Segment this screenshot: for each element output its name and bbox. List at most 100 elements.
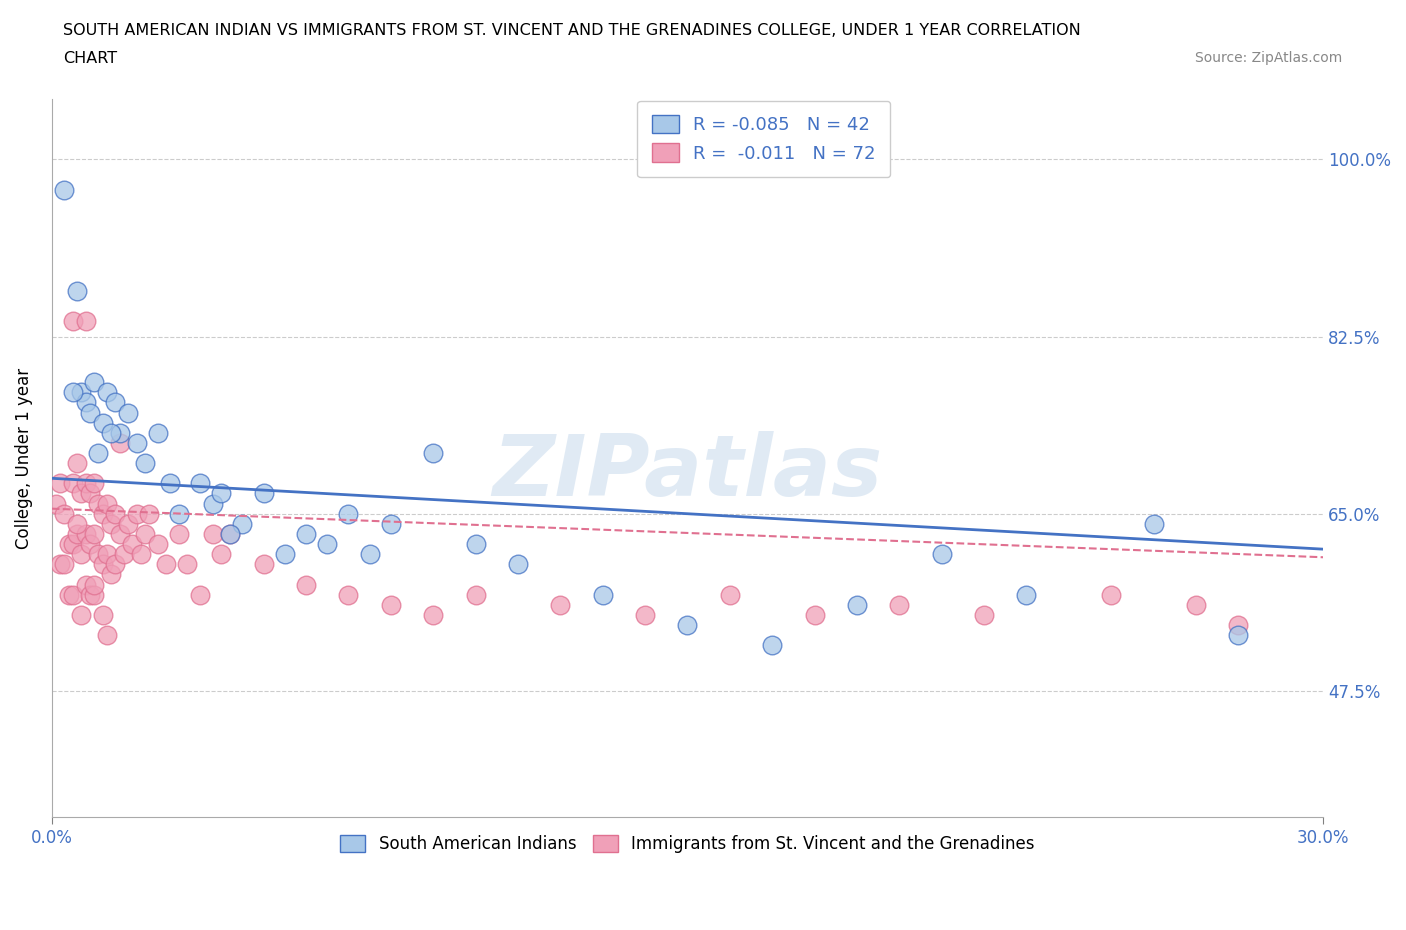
- Point: [253, 557, 276, 572]
- Point: [104, 557, 127, 572]
- Point: [274, 547, 297, 562]
- Point: [96, 497, 118, 512]
- Point: [108, 526, 131, 541]
- Point: [188, 476, 211, 491]
- Point: [121, 537, 143, 551]
- Point: [91, 607, 114, 622]
- Point: [83, 375, 105, 390]
- Text: Source: ZipAtlas.com: Source: ZipAtlas.com: [1195, 51, 1343, 65]
- Point: [1099, 587, 1122, 602]
- Point: [104, 506, 127, 521]
- Point: [295, 578, 318, 592]
- Point: [96, 628, 118, 643]
- Point: [337, 506, 360, 521]
- Point: [146, 425, 169, 440]
- Point: [188, 587, 211, 602]
- Point: [134, 456, 156, 471]
- Y-axis label: College, Under 1 year: College, Under 1 year: [15, 367, 32, 549]
- Point: [70, 385, 93, 400]
- Point: [79, 537, 101, 551]
- Text: ZIPatlas: ZIPatlas: [492, 431, 883, 514]
- Point: [146, 537, 169, 551]
- Point: [125, 435, 148, 450]
- Point: [176, 557, 198, 572]
- Point: [79, 486, 101, 501]
- Point: [464, 537, 486, 551]
- Point: [83, 476, 105, 491]
- Point: [58, 537, 80, 551]
- Point: [506, 557, 529, 572]
- Point: [359, 547, 381, 562]
- Point: [218, 526, 240, 541]
- Point: [96, 547, 118, 562]
- Point: [1142, 516, 1164, 531]
- Point: [58, 587, 80, 602]
- Point: [125, 506, 148, 521]
- Point: [253, 486, 276, 501]
- Point: [316, 537, 339, 551]
- Point: [209, 486, 232, 501]
- Point: [201, 497, 224, 512]
- Point: [295, 526, 318, 541]
- Point: [83, 587, 105, 602]
- Point: [66, 284, 89, 299]
- Point: [201, 526, 224, 541]
- Point: [96, 385, 118, 400]
- Point: [209, 547, 232, 562]
- Point: [159, 476, 181, 491]
- Point: [75, 578, 97, 592]
- Point: [931, 547, 953, 562]
- Point: [66, 526, 89, 541]
- Point: [380, 597, 402, 612]
- Point: [62, 314, 84, 329]
- Point: [422, 607, 444, 622]
- Point: [117, 516, 139, 531]
- Point: [53, 182, 76, 197]
- Point: [62, 476, 84, 491]
- Point: [108, 435, 131, 450]
- Point: [167, 506, 190, 521]
- Point: [889, 597, 911, 612]
- Point: [138, 506, 160, 521]
- Point: [1227, 628, 1250, 643]
- Point: [53, 557, 76, 572]
- Point: [66, 456, 89, 471]
- Point: [79, 587, 101, 602]
- Point: [87, 445, 110, 460]
- Point: [129, 547, 152, 562]
- Point: [112, 547, 135, 562]
- Point: [155, 557, 177, 572]
- Point: [75, 526, 97, 541]
- Point: [91, 506, 114, 521]
- Point: [87, 497, 110, 512]
- Point: [62, 587, 84, 602]
- Point: [108, 425, 131, 440]
- Point: [134, 526, 156, 541]
- Point: [75, 476, 97, 491]
- Point: [70, 486, 93, 501]
- Point: [100, 425, 122, 440]
- Point: [592, 587, 614, 602]
- Point: [718, 587, 741, 602]
- Point: [75, 314, 97, 329]
- Point: [91, 557, 114, 572]
- Point: [337, 587, 360, 602]
- Point: [167, 526, 190, 541]
- Point: [676, 618, 699, 632]
- Point: [70, 607, 93, 622]
- Point: [422, 445, 444, 460]
- Point: [100, 516, 122, 531]
- Legend: South American Indians, Immigrants from St. Vincent and the Grenadines: South American Indians, Immigrants from …: [333, 828, 1042, 859]
- Point: [91, 415, 114, 430]
- Point: [1015, 587, 1038, 602]
- Point: [380, 516, 402, 531]
- Point: [100, 567, 122, 582]
- Point: [634, 607, 657, 622]
- Point: [62, 537, 84, 551]
- Point: [1227, 618, 1250, 632]
- Point: [83, 578, 105, 592]
- Point: [761, 638, 783, 653]
- Point: [550, 597, 572, 612]
- Point: [803, 607, 825, 622]
- Point: [104, 395, 127, 410]
